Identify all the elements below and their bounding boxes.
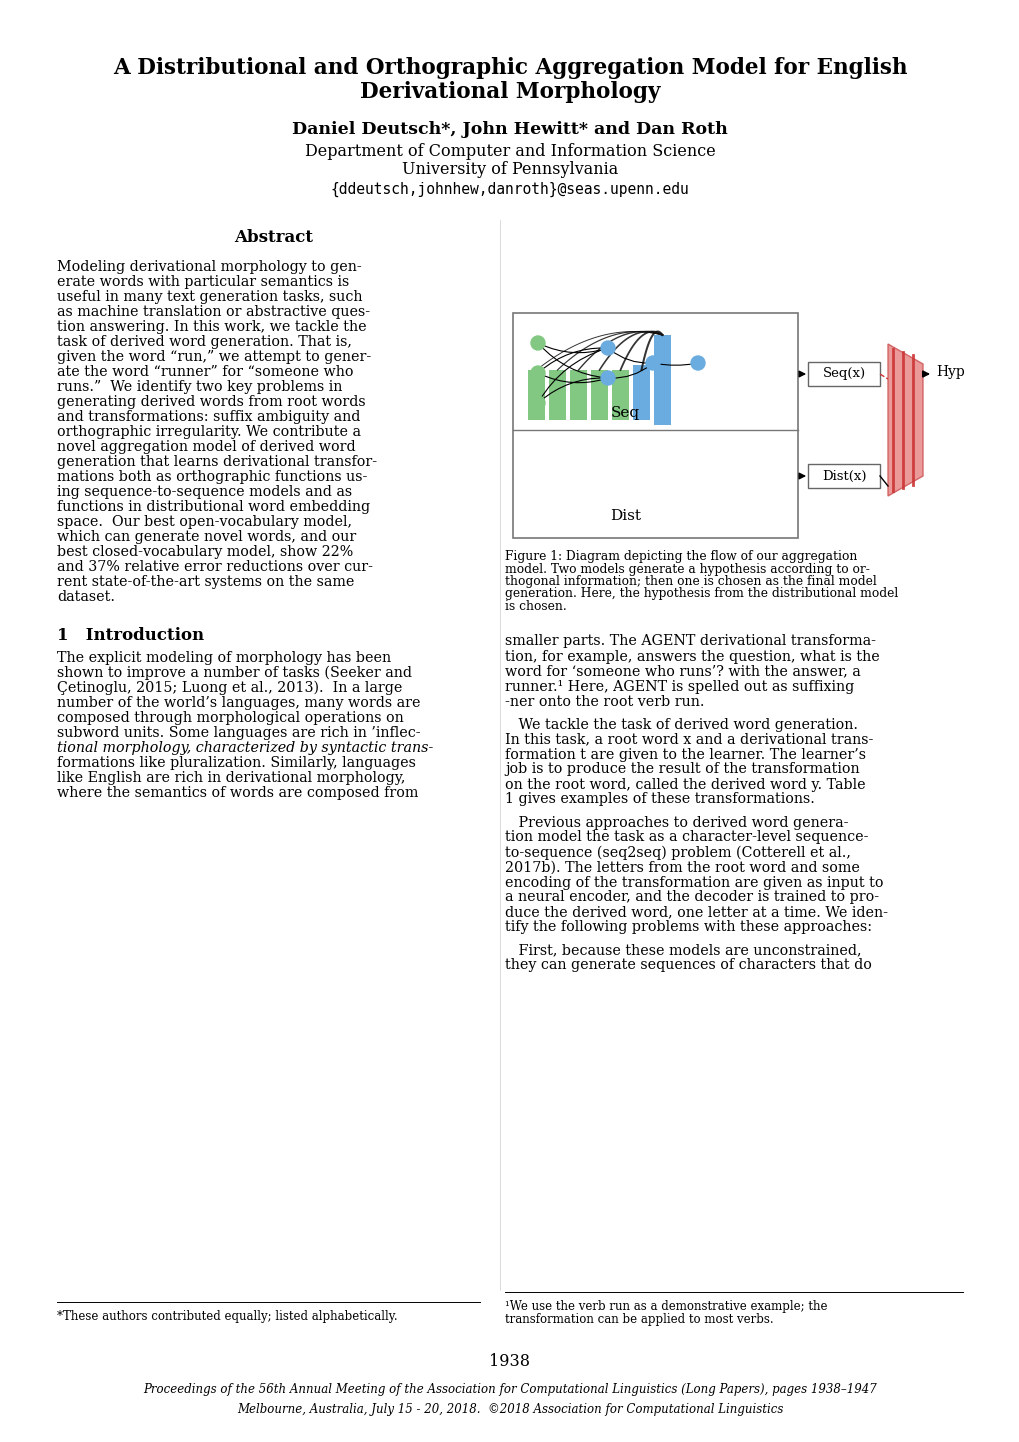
Text: Derivational Morphology: Derivational Morphology bbox=[360, 81, 659, 102]
Text: Abstract: Abstract bbox=[233, 228, 313, 245]
Text: thogonal information; then one is chosen as the final model: thogonal information; then one is chosen… bbox=[504, 575, 876, 588]
Text: 2017b). The letters from the root word and some: 2017b). The letters from the root word a… bbox=[504, 861, 859, 874]
Text: a neural encoder, and the decoder is trained to pro-: a neural encoder, and the decoder is tra… bbox=[504, 891, 878, 904]
Text: generation that learns derivational transfor-: generation that learns derivational tran… bbox=[57, 456, 377, 469]
Text: dataset.: dataset. bbox=[57, 590, 115, 604]
Text: on the root word, called the derived word y. Table: on the root word, called the derived wor… bbox=[504, 777, 865, 792]
Text: duce the derived word, one letter at a time. We iden-: duce the derived word, one letter at a t… bbox=[504, 906, 888, 920]
Text: number of the world’s languages, many words are: number of the world’s languages, many wo… bbox=[57, 696, 420, 709]
Text: {ddeutsch,johnhew,danroth}@seas.upenn.edu: {ddeutsch,johnhew,danroth}@seas.upenn.ed… bbox=[330, 182, 689, 196]
Text: tional morphology, characterized by syntactic trans-: tional morphology, characterized by synt… bbox=[57, 741, 433, 756]
Text: smaller parts. The AGENT derivational transforma-: smaller parts. The AGENT derivational tr… bbox=[504, 634, 875, 649]
Text: word for ‘someone who runs’? with the answer, a: word for ‘someone who runs’? with the an… bbox=[504, 665, 860, 679]
Text: A Distributional and Orthographic Aggregation Model for English: A Distributional and Orthographic Aggreg… bbox=[113, 58, 906, 79]
Bar bbox=[633, 365, 649, 420]
Text: shown to improve a number of tasks (Seeker and: shown to improve a number of tasks (Seek… bbox=[57, 666, 412, 681]
Text: Daniel Deutsch*, John Hewitt* and Dan Roth: Daniel Deutsch*, John Hewitt* and Dan Ro… bbox=[291, 121, 728, 138]
Text: subword units. Some languages are rich in ’inflec-: subword units. Some languages are rich i… bbox=[57, 725, 420, 740]
Text: -ner onto the root verb run.: -ner onto the root verb run. bbox=[504, 695, 704, 708]
Circle shape bbox=[531, 336, 544, 350]
Text: First, because these models are unconstrained,: First, because these models are unconstr… bbox=[504, 943, 861, 957]
Text: Modeling derivational morphology to gen-: Modeling derivational morphology to gen- bbox=[57, 260, 362, 274]
Text: is chosen.: is chosen. bbox=[504, 600, 567, 613]
Text: Proceedings of the 56th Annual Meeting of the Association for Computational Ling: Proceedings of the 56th Annual Meeting o… bbox=[143, 1383, 876, 1396]
Text: tion, for example, answers the question, what is the: tion, for example, answers the question,… bbox=[504, 649, 879, 663]
Bar bbox=[528, 371, 544, 420]
Text: given the word “run,” we attempt to gener-: given the word “run,” we attempt to gene… bbox=[57, 350, 371, 363]
Circle shape bbox=[600, 340, 614, 355]
Text: erate words with particular semantics is: erate words with particular semantics is bbox=[57, 275, 348, 288]
Text: best closed-vocabulary model, show 22%: best closed-vocabulary model, show 22% bbox=[57, 545, 353, 559]
Text: transformation can be applied to most verbs.: transformation can be applied to most ve… bbox=[504, 1314, 772, 1327]
Text: The explicit modeling of morphology has been: The explicit modeling of morphology has … bbox=[57, 650, 390, 665]
Bar bbox=[513, 313, 797, 538]
Text: Hyp: Hyp bbox=[935, 365, 964, 379]
Text: ¹We use the verb run as a demonstrative example; the: ¹We use the verb run as a demonstrative … bbox=[504, 1301, 826, 1314]
Text: In this task, a root word x and a derivational trans-: In this task, a root word x and a deriva… bbox=[504, 733, 872, 747]
Text: Çetinoglu, 2015; Luong et al., 2013).  In a large: Çetinoglu, 2015; Luong et al., 2013). In… bbox=[57, 681, 401, 695]
Text: model. Two models generate a hypothesis according to or-: model. Two models generate a hypothesis … bbox=[504, 562, 869, 575]
Text: composed through morphological operations on: composed through morphological operation… bbox=[57, 711, 404, 725]
Text: 1 gives examples of these transformations.: 1 gives examples of these transformation… bbox=[504, 793, 814, 806]
Text: encoding of the transformation are given as input to: encoding of the transformation are given… bbox=[504, 875, 882, 890]
Text: formation t are given to the learner. The learner’s: formation t are given to the learner. Th… bbox=[504, 747, 865, 761]
Text: 1938: 1938 bbox=[489, 1354, 530, 1370]
Bar bbox=[548, 371, 566, 420]
Text: Seq: Seq bbox=[610, 407, 640, 420]
Polygon shape bbox=[888, 345, 922, 496]
Text: which can generate novel words, and our: which can generate novel words, and our bbox=[57, 531, 356, 544]
Text: formations like pluralization. Similarly, languages: formations like pluralization. Similarly… bbox=[57, 756, 416, 770]
Text: like English are rich in derivational morphology,: like English are rich in derivational mo… bbox=[57, 771, 405, 784]
Text: We tackle the task of derived word generation.: We tackle the task of derived word gener… bbox=[504, 718, 857, 731]
Text: rent state-of-the-art systems on the same: rent state-of-the-art systems on the sam… bbox=[57, 575, 354, 588]
Text: tify the following problems with these approaches:: tify the following problems with these a… bbox=[504, 920, 871, 934]
Circle shape bbox=[645, 356, 659, 371]
Bar bbox=[590, 371, 607, 420]
Text: as machine translation or abstractive ques-: as machine translation or abstractive qu… bbox=[57, 306, 370, 319]
Text: task of derived word generation. That is,: task of derived word generation. That is… bbox=[57, 335, 352, 349]
Text: and 37% relative error reductions over cur-: and 37% relative error reductions over c… bbox=[57, 559, 373, 574]
Circle shape bbox=[531, 397, 544, 410]
Text: where the semantics of words are composed from: where the semantics of words are compose… bbox=[57, 786, 418, 800]
Text: to-sequence (seq2seq) problem (Cotterell et al.,: to-sequence (seq2seq) problem (Cotterell… bbox=[504, 845, 850, 859]
Text: generation. Here, the hypothesis from the distributional model: generation. Here, the hypothesis from th… bbox=[504, 587, 898, 600]
Text: University of Pennsylvania: University of Pennsylvania bbox=[401, 162, 618, 179]
Text: runner.¹ Here, AGENT is spelled out as suffixing: runner.¹ Here, AGENT is spelled out as s… bbox=[504, 679, 854, 694]
Bar bbox=[807, 362, 879, 386]
Text: Figure 1: Diagram depicting the flow of our aggregation: Figure 1: Diagram depicting the flow of … bbox=[504, 549, 857, 562]
Bar bbox=[807, 464, 879, 487]
Text: tion answering. In this work, we tackle the: tion answering. In this work, we tackle … bbox=[57, 320, 366, 335]
Text: space.  Our best open-vocabulary model,: space. Our best open-vocabulary model, bbox=[57, 515, 352, 529]
Text: tion model the task as a character-level sequence-: tion model the task as a character-level… bbox=[504, 831, 867, 845]
Text: useful in many text generation tasks, such: useful in many text generation tasks, su… bbox=[57, 290, 362, 304]
Text: they can generate sequences of characters that do: they can generate sequences of character… bbox=[504, 959, 871, 972]
Text: functions in distributional word embedding: functions in distributional word embeddi… bbox=[57, 500, 370, 513]
Circle shape bbox=[531, 366, 544, 381]
Text: mations both as orthographic functions us-: mations both as orthographic functions u… bbox=[57, 470, 367, 485]
Bar bbox=[570, 371, 586, 420]
Circle shape bbox=[690, 356, 704, 371]
Text: *These authors contributed equally; listed alphabetically.: *These authors contributed equally; list… bbox=[57, 1309, 397, 1322]
Text: Seq(x): Seq(x) bbox=[821, 368, 865, 381]
Text: Melbourne, Australia, July 15 - 20, 2018.  ©2018 Association for Computational L: Melbourne, Australia, July 15 - 20, 2018… bbox=[236, 1403, 783, 1416]
Bar bbox=[611, 371, 629, 420]
Circle shape bbox=[600, 371, 614, 385]
Text: and transformations: suffix ambiguity and: and transformations: suffix ambiguity an… bbox=[57, 410, 360, 424]
Text: job is to produce the result of the transformation: job is to produce the result of the tran… bbox=[504, 763, 859, 776]
Text: ing sequence-to-sequence models and as: ing sequence-to-sequence models and as bbox=[57, 485, 352, 499]
Text: generating derived words from root words: generating derived words from root words bbox=[57, 395, 365, 410]
Text: novel aggregation model of derived word: novel aggregation model of derived word bbox=[57, 440, 356, 454]
Text: Dist(x): Dist(x) bbox=[821, 470, 865, 483]
Text: 1   Introduction: 1 Introduction bbox=[57, 627, 204, 645]
Text: Previous approaches to derived word genera-: Previous approaches to derived word gene… bbox=[504, 816, 848, 829]
Text: runs.”  We identify two key problems in: runs.” We identify two key problems in bbox=[57, 381, 342, 394]
Text: Dist: Dist bbox=[609, 509, 640, 523]
Text: Department of Computer and Information Science: Department of Computer and Information S… bbox=[305, 144, 714, 160]
Text: orthographic irregularity. We contribute a: orthographic irregularity. We contribute… bbox=[57, 425, 361, 438]
Text: ate the word “runner” for “someone who: ate the word “runner” for “someone who bbox=[57, 365, 354, 379]
Bar bbox=[653, 335, 671, 425]
Bar bbox=[653, 385, 671, 420]
